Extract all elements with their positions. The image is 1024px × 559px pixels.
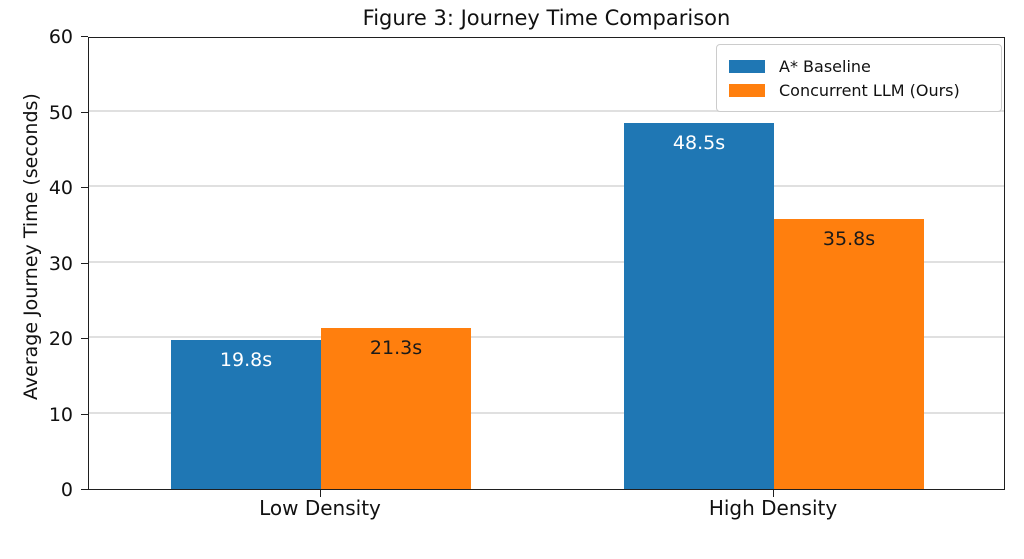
- gridline-y-10: [89, 411, 1004, 414]
- bar-low-density-concurrent-llm: 21.3s: [321, 328, 471, 489]
- legend-label-concurrent-llm: Concurrent LLM (Ours): [779, 80, 960, 100]
- y-tick-mark-0: [81, 489, 88, 491]
- bar-value-label: 19.8s: [219, 348, 273, 371]
- y-tick-mark-20: [81, 338, 88, 340]
- x-tick-mark-0: [320, 490, 321, 497]
- gridline-y-40: [89, 185, 1004, 187]
- bar-value-label: 35.8s: [822, 227, 876, 250]
- y-tick-mark-10: [81, 413, 88, 415]
- y-tick-label-60: 60: [48, 26, 73, 48]
- legend-swatch-concurrent-llm: [729, 83, 765, 97]
- bar-low-density-baseline: 19.8s: [171, 339, 321, 489]
- y-tick-label-20: 20: [48, 328, 73, 350]
- y-tick-label-0: 0: [60, 479, 73, 501]
- y-tick-mark-40: [81, 187, 88, 189]
- bar-value-label: 21.3s: [369, 337, 423, 360]
- gridline-y-50: [89, 109, 1004, 112]
- y-tick-mark-60: [81, 36, 88, 38]
- x-tick-mark-1: [773, 490, 774, 497]
- gridline-y-20: [89, 336, 1004, 338]
- x-tick-label-high-density: High Density: [708, 496, 838, 520]
- chart-title: Figure 3: Journey Time Comparison: [362, 6, 731, 30]
- legend-swatch-baseline: [729, 59, 765, 73]
- legend-row-concurrent-llm: Concurrent LLM (Ours): [729, 78, 989, 102]
- y-tick-label-30: 30: [48, 252, 73, 275]
- bar-high-density-baseline: 48.5s: [624, 122, 774, 489]
- legend-row-baseline: A* Baseline: [729, 54, 989, 78]
- gridline-y-30: [89, 260, 1004, 263]
- legend-label-baseline: A* Baseline: [779, 56, 871, 76]
- bar-high-density-concurrent-llm: 35.8s: [774, 218, 924, 489]
- y-tick-mark-30: [81, 262, 88, 264]
- y-tick-label-40: 40: [48, 177, 73, 199]
- y-tick-label-50: 50: [48, 101, 73, 124]
- x-tick-label-low-density: Low Density: [259, 496, 381, 520]
- legend: A* Baseline Concurrent LLM (Ours): [716, 44, 1002, 112]
- bar-value-label: 48.5s: [672, 131, 726, 154]
- plot-area: 19.8s 48.5s 21.3s 35.8s: [88, 37, 1005, 490]
- y-tick-label-10: 10: [48, 403, 73, 426]
- y-tick-mark-50: [81, 111, 88, 113]
